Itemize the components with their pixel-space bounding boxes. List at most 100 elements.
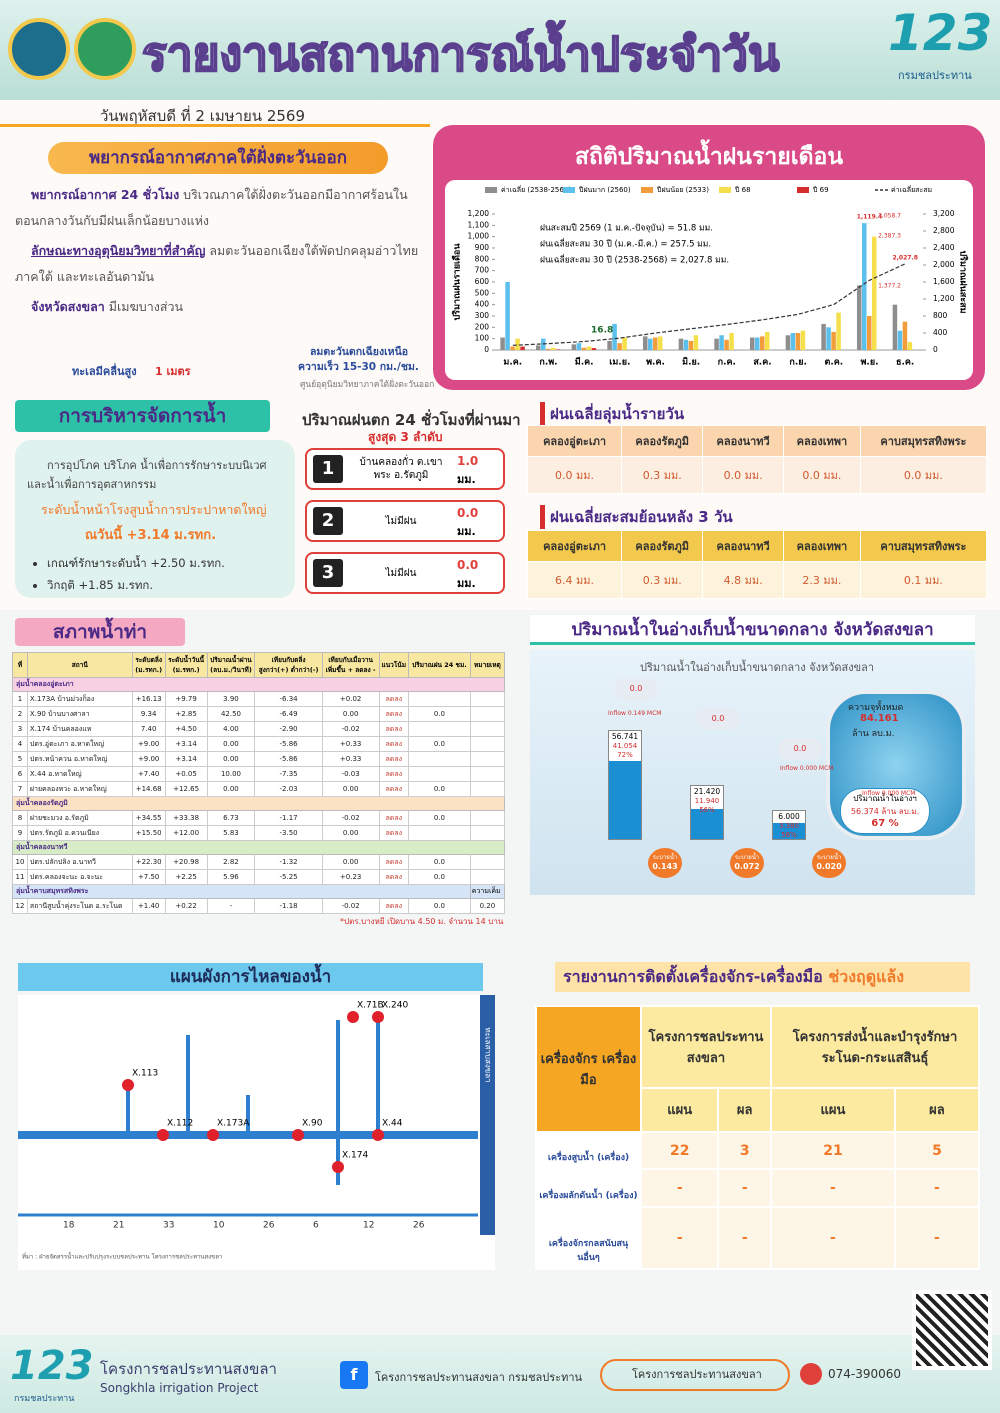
logo [74, 18, 136, 80]
x-tick-label: ธ.ค. [896, 358, 914, 368]
cell: ปตร.ปลักปลิง อ.นาทวี [26, 854, 133, 870]
cell: - [769, 1205, 896, 1271]
bar [678, 338, 684, 350]
footer: 123 กรมชลประทาน โครงการชลประทานสงขลา Son… [0, 1290, 1000, 1413]
cell-text: 2 [17, 710, 23, 718]
cell: 3.90 [206, 691, 256, 707]
y-tick-label: 1,100 [468, 220, 490, 229]
y2-tick-label: 2,800 [933, 226, 955, 235]
row-head: เครื่องผลักดันน้ำ (เครื่อง) [535, 1168, 642, 1208]
cell-text: 0.0 [433, 785, 445, 793]
sea [480, 995, 495, 1235]
cell-text: +2.85 [175, 710, 197, 718]
x-tick-label: ม.ค. [503, 358, 522, 368]
level: ณวันนี้ +3.14 ม.รทก. [85, 528, 217, 543]
header-cell: ผล [717, 1086, 772, 1134]
header: สถานี [71, 661, 88, 669]
section-title: ปริมาณฝนตก 24 ชั่วโมงที่ผ่านมา [302, 411, 521, 429]
cell-text: +2.25 [175, 873, 197, 881]
facebook[interactable]: โครงการชลประทานสงขลา กรมชลประทาน [375, 1371, 583, 1384]
cell-text: +33.38 [173, 814, 200, 822]
unit: มม. [823, 469, 842, 482]
station-label: X.173A [217, 1119, 250, 1129]
cell-text: 0.0 [433, 873, 445, 881]
y2-tick-label: 1,200 [933, 294, 955, 303]
qr-code[interactable] [912, 1290, 992, 1370]
group-row: ลุ่มน้ำคาบสมุทรสทิงพระ ความเค็ม [12, 884, 506, 899]
legend-swatch [797, 187, 809, 193]
title-highlight: ช่วงฤดูแล้ง [828, 967, 905, 986]
cell-text: 0.00 [223, 755, 239, 763]
bar [892, 304, 898, 350]
value-label: 2,027.8 [892, 254, 917, 261]
header: รายงานสถานการณ์น้ำประจำวัน 123 กรมชลประท… [0, 0, 1000, 100]
cell: - [769, 1168, 896, 1208]
bar [821, 323, 826, 350]
cell [469, 810, 506, 826]
bar [658, 336, 663, 350]
cell: 10 [12, 854, 28, 870]
cell-text: 1 [17, 695, 23, 703]
cell: 0.00 [321, 781, 380, 797]
cell-text: ฝายคลองหวะ อ.หาดใหญ่ [29, 784, 107, 793]
cell-text: +9.00 [137, 740, 160, 748]
label: จังหวัดสงขลา [31, 299, 105, 314]
legend-swatch [563, 187, 575, 193]
data-row: 10 ปตร.ปลักปลิง อ.นาทวี +22.30 +20.98 2.82 -1… [12, 854, 506, 870]
bar [556, 349, 561, 350]
cumulative-label: 1,377.2 [878, 283, 901, 290]
y-tick-label: 1,000 [468, 232, 490, 241]
outflow: 0.072 [734, 862, 760, 871]
cell: 5.96 [206, 869, 256, 885]
table: คลองอู่ตะเภา คลองรัตภูมิ คลองนาทวี คลองเทพา… [526, 425, 988, 494]
cell [469, 781, 506, 797]
y2-tick-label: 3,200 [933, 209, 955, 218]
cell-text: 5 [17, 755, 23, 763]
cell: -3.50 [254, 825, 323, 841]
unit: มม. [576, 469, 595, 482]
data-row: 12 สถานีสูบน้ำคุ่งระโนด อ.ระโนด +1.40 +0.22… [12, 898, 506, 914]
y-tick-label: 800 [475, 254, 490, 263]
cell-text: +0.02 [339, 695, 362, 703]
cumulative-label: 3,058.7 [878, 213, 901, 220]
cell: +0.33 [321, 736, 380, 752]
tank-fill [609, 761, 641, 839]
panel: การอุปโภค บริโภค น้ำเพื่อการรักษาระบบนิเ… [15, 440, 295, 598]
cell-text: 7 [17, 785, 23, 793]
header-row: แผน ผล แผน ผล [536, 1086, 981, 1134]
cell: -0.03 [321, 766, 380, 782]
cell-text: X.173A บ้านม่วงก็อง [29, 694, 95, 703]
legend-swatch [485, 187, 497, 193]
bar [750, 337, 755, 350]
tank [690, 785, 724, 840]
cell-text: 0.20 [479, 902, 496, 910]
legend-swatch [719, 187, 731, 193]
cell: +0.05 [164, 766, 208, 782]
header-cell: ระดับน้ำวันนี้ (ม.รทก.) [164, 652, 208, 678]
header-cell: ผล [893, 1086, 981, 1134]
cell-text: +9.00 [137, 755, 160, 763]
cell: 3 [717, 1131, 772, 1171]
rank-box: 3 ไม่มีฝน 0.0 มม. [305, 552, 505, 594]
website[interactable]: โครงการชลประทานสงขลา [600, 1359, 790, 1391]
cell: 0.00 [206, 781, 256, 797]
cell: 0.00 [321, 825, 380, 841]
cell: 11 [12, 869, 28, 885]
bar [836, 312, 841, 350]
cell-text: +34.55 [135, 814, 162, 822]
cell: 0.0 [408, 781, 471, 797]
cell-text: 0.00 [342, 710, 359, 718]
cell: 12 [12, 898, 28, 914]
cell-text: 0.0 [433, 814, 445, 822]
phone[interactable]: 074-390060 [828, 1367, 902, 1381]
outflow-label: ระบายน้ำ [734, 854, 760, 861]
outflow: 0.143 [652, 862, 678, 871]
cell: X.173A บ้านม่วงก็อง [26, 691, 133, 707]
bar [653, 337, 658, 350]
cell-text: ลดลง [385, 901, 403, 910]
header-cell: โครงการชลประทานสงขลา [640, 1005, 772, 1089]
station [292, 1129, 304, 1141]
cell-text: -7.35 [279, 770, 298, 778]
tank [772, 810, 806, 840]
facebook-icon: f [340, 1361, 368, 1389]
